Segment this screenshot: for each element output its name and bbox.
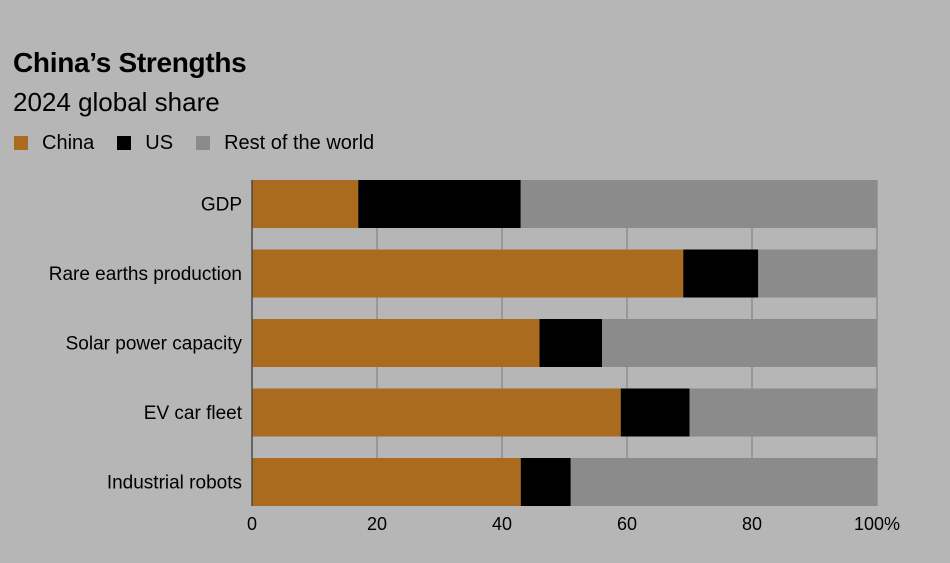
- bar-us-ev-car-fleet: [620, 388, 690, 437]
- x-tick-label-40: 40: [492, 514, 512, 534]
- bar-rest-of-the-world-ev-car-fleet: [689, 388, 877, 437]
- x-tick-label-80: 80: [742, 514, 762, 534]
- x-tick-label-60: 60: [617, 514, 637, 534]
- chart-title: China’s Strengths: [13, 47, 247, 78]
- legend-item-us: US: [117, 130, 173, 156]
- bar-china-ev-car-fleet: [252, 388, 621, 437]
- bar-us-gdp: [358, 180, 521, 228]
- legend-swatch-rest-of-world: [196, 136, 211, 150]
- legend-label-us: US: [145, 132, 174, 154]
- legend-swatch-china: [14, 136, 28, 150]
- x-tick-label-0: 0: [247, 514, 257, 534]
- category-label-ev-car-fleet: EV car fleet: [144, 403, 243, 424]
- bar-rest-of-the-world-gdp: [520, 180, 877, 228]
- bar-us-rare-earths-production: [683, 249, 759, 298]
- x-tick-label-20: 20: [367, 514, 387, 534]
- category-label-industrial-robots: Industrial robots: [107, 473, 242, 494]
- legend-item-china: China: [14, 130, 94, 156]
- category-label-gdp: GDP: [201, 195, 242, 216]
- bar-us-solar-power-capacity: [539, 319, 602, 367]
- bar-rest-of-the-world-industrial-robots: [570, 458, 877, 506]
- legend-label-china: China: [42, 132, 95, 154]
- bar-us-industrial-robots: [520, 458, 571, 506]
- bar-china-gdp: [252, 180, 359, 228]
- x-tick-label-100: 100%: [854, 514, 900, 534]
- bar-china-industrial-robots: [252, 458, 521, 506]
- category-label-solar-power-capacity: Solar power capacity: [66, 334, 243, 355]
- legend-label-rest-of-world: Rest of the world: [224, 132, 375, 154]
- bar-rest-of-the-world-solar-power-capacity: [602, 319, 877, 367]
- chart-subtitle: 2024 global share: [13, 87, 220, 117]
- bar-rest-of-the-world-rare-earths-production: [758, 249, 877, 298]
- legend-item-rest-of-world: Rest of the world: [196, 130, 374, 156]
- bar-china-solar-power-capacity: [252, 319, 540, 367]
- bar-china-rare-earths-production: [252, 249, 684, 298]
- category-label-rare-earths-production: Rare earths production: [49, 264, 242, 285]
- legend-swatch-us: [117, 136, 132, 150]
- legend: China US Rest of the world: [14, 130, 397, 156]
